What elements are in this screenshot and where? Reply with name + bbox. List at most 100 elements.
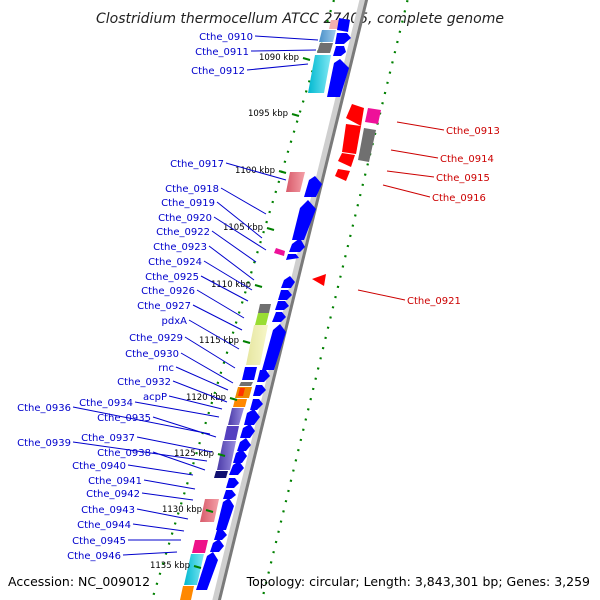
gene-arrow [226,478,239,488]
gene-arrow [214,530,227,540]
gene-block [286,172,305,192]
forward-gene-label: Cthe_0936 [17,403,71,414]
kbp-tick [205,509,214,513]
leader-line [136,436,213,453]
gene-arrow [286,254,299,260]
kbp-label: 1095 kbp [248,109,288,119]
gene-arrow [346,104,364,126]
reverse-gene-label: Cthe_0914 [440,154,494,165]
kbp-label: 1120 kbp [186,393,226,403]
leader-line [386,170,435,178]
kbp-tick [266,227,275,231]
gene-block [365,108,381,124]
leader-line [143,479,196,490]
gene-arrow [289,238,305,252]
forward-gene-label: Cthe_0930 [125,349,179,360]
gene-leader-lines [72,35,445,556]
gene-arrow [196,552,218,590]
gene-block [242,367,257,380]
leader-line [136,508,189,520]
forward-gene-label: acpP [143,392,167,403]
gene-arrow [253,385,266,396]
gene-block [317,43,333,53]
gene-block [358,128,376,162]
forward-strand-genes [180,18,351,600]
forward-gene-label: Cthe_0939 [17,438,71,449]
leader-line [180,352,234,384]
gene-block [274,248,285,256]
forward-gene-label: Cthe_0937 [81,433,135,444]
kbp-tick [242,340,251,344]
leader-line [213,216,267,251]
gene-arrow [240,424,255,438]
kbp-tick [291,113,300,117]
leader-line [152,451,206,471]
forward-gene-label: Cthe_0918 [165,184,219,195]
gene-arrow [281,276,295,288]
leader-line [127,464,194,476]
gene-arrow [237,438,251,451]
leader-line [220,187,267,215]
kbp-tick [278,170,287,174]
gene-block [308,55,331,93]
leader-line [175,366,229,391]
gene-arrow [333,46,346,56]
topology-text: Topology: circular; Length: 3,843,301 bp… [246,574,590,589]
gene-arrow [312,274,326,286]
gene-block [246,325,268,365]
kbp-tick [193,565,202,569]
gene-arrow [304,176,322,197]
forward-gene-label: Cthe_0938 [97,448,151,459]
leader-line [382,184,431,198]
gene-block [192,540,208,553]
leader-line [216,201,263,239]
gene-block [239,382,253,386]
leader-line [208,245,255,281]
forward-gene-label: Cthe_0911 [195,47,249,58]
leader-line [203,260,253,291]
leader-line [122,551,178,556]
kbp-label: 1115 kbp [199,336,239,346]
leader-line [390,149,439,159]
gene-arrow [272,312,286,322]
gene-arrow [223,490,236,499]
gene-arrow [262,324,286,370]
forward-gene-label: Cthe_0935 [97,413,151,424]
gene-arrow [337,18,350,32]
gene-arrow [278,290,292,300]
kbp-label: 1130 kbp [162,505,202,515]
leader-line [134,401,220,418]
gene-arrow [338,153,355,167]
forward-gene-label: Cthe_0926 [141,286,195,297]
forward-gene-label: Cthe_0944 [77,520,131,531]
gene-arrow [244,409,260,425]
gene-block [258,304,271,313]
gene-arrow [335,33,351,44]
leader-line [200,275,249,302]
forward-gene-label: pdxA [162,316,188,327]
reverse-gene-label: Cthe_0913 [446,126,500,137]
gene-block [238,388,245,396]
leader-line [172,380,228,403]
forward-gene-label: Cthe_0927 [137,301,191,312]
leader-line [250,49,317,52]
gene-arrow [292,200,316,240]
reverse-gene-label: Cthe_0916 [432,193,486,204]
forward-gene-label: Cthe_0923 [153,242,207,253]
gene-block [224,426,239,440]
kbp-label: 1135 kbp [150,561,190,571]
forward-gene-label: Cthe_0943 [81,505,135,516]
gene-block [184,554,204,585]
leader-line [192,304,243,331]
gene-block [228,408,244,425]
forward-gene-label: Cthe_0932 [117,377,171,388]
leader-line [357,289,406,301]
kbp-label: 1110 kbp [211,280,251,290]
gene-arrow [257,370,270,382]
kbp-tick [254,284,263,288]
forward-gene-label: Cthe_0940 [72,461,126,472]
gene-block [180,586,194,600]
